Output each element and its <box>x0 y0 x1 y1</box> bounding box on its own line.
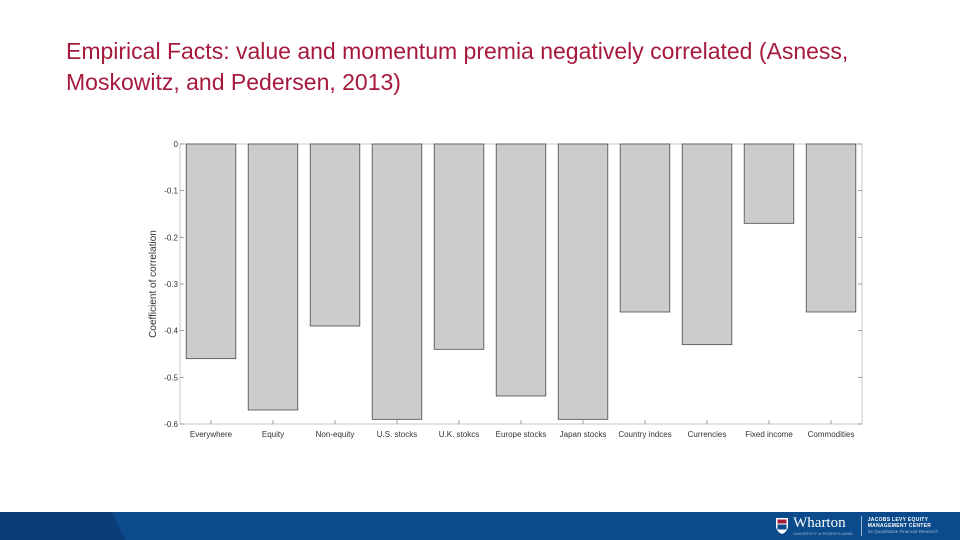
y-tick-label: -0.4 <box>164 327 178 336</box>
bar <box>495 143 547 397</box>
x-tick-label: Commodities <box>808 430 855 439</box>
brand-university: UNIVERSITY of PENNSYLVANIA <box>793 531 853 536</box>
bar <box>743 143 795 224</box>
footer-bar: Wharton UNIVERSITY of PENNSYLVANIA JACOB… <box>0 512 960 540</box>
wharton-logo: Wharton UNIVERSITY of PENNSYLVANIA JACOB… <box>775 515 938 537</box>
logo-divider <box>860 516 862 536</box>
chart-canvas: 0 -0.1 -0.2 -0.3 -0.4 -0.5 -0.6 Everywhere Equit… <box>148 140 863 439</box>
y-tick-label: -0.2 <box>164 233 178 242</box>
x-tick-label: Everywhere <box>190 430 233 439</box>
x-tick-label: Equity <box>262 430 284 439</box>
x-tick-label: U.K. stokcs <box>439 430 479 439</box>
x-tick-label: Japan stocks <box>560 430 607 439</box>
y-tick-label: -0.3 <box>164 280 178 289</box>
center-name-line1: JACOBS LEVY EQUITY <box>867 517 929 523</box>
bar <box>185 143 237 360</box>
shield-icon <box>776 518 789 534</box>
bar <box>371 143 423 420</box>
brand-block: Wharton UNIVERSITY of PENNSYLVANIA <box>793 515 853 537</box>
y-axis-title: Coefficient of correlation <box>148 230 159 338</box>
x-tick-label: Currencies <box>688 430 727 439</box>
bar <box>619 143 671 313</box>
x-tick-label: Country indces <box>618 430 671 439</box>
bar <box>309 143 361 327</box>
y-tick-label: -0.5 <box>164 373 178 382</box>
x-tick-label: Non-equity <box>316 430 355 439</box>
brand-name: Wharton <box>793 515 846 531</box>
footer-accent <box>0 512 125 540</box>
center-name-line3: for Quantitative Financial Research <box>867 529 938 534</box>
y-tick-label: -0.1 <box>164 187 178 196</box>
bar <box>805 143 857 313</box>
bar <box>433 143 485 350</box>
x-tick-label: Fixed income <box>745 430 793 439</box>
correlation-bar-chart: 0 -0.1 -0.2 -0.3 -0.4 -0.5 -0.6 Everywhere Equit… <box>140 130 880 450</box>
slide-title: Empirical Facts: value and momentum prem… <box>66 38 849 95</box>
bar <box>681 143 733 346</box>
x-tick-label: U.S. stocks <box>377 430 417 439</box>
x-tick-label: Europe stocks <box>496 430 547 439</box>
bar <box>557 143 609 420</box>
y-tick-label: -0.6 <box>164 420 178 429</box>
y-tick-label: 0 <box>174 140 179 149</box>
center-name-block: JACOBS LEVY EQUITY MANAGEMENT CENTER for… <box>868 517 938 535</box>
bar <box>247 143 299 411</box>
center-name-line2: MANAGEMENT CENTER <box>867 523 932 529</box>
